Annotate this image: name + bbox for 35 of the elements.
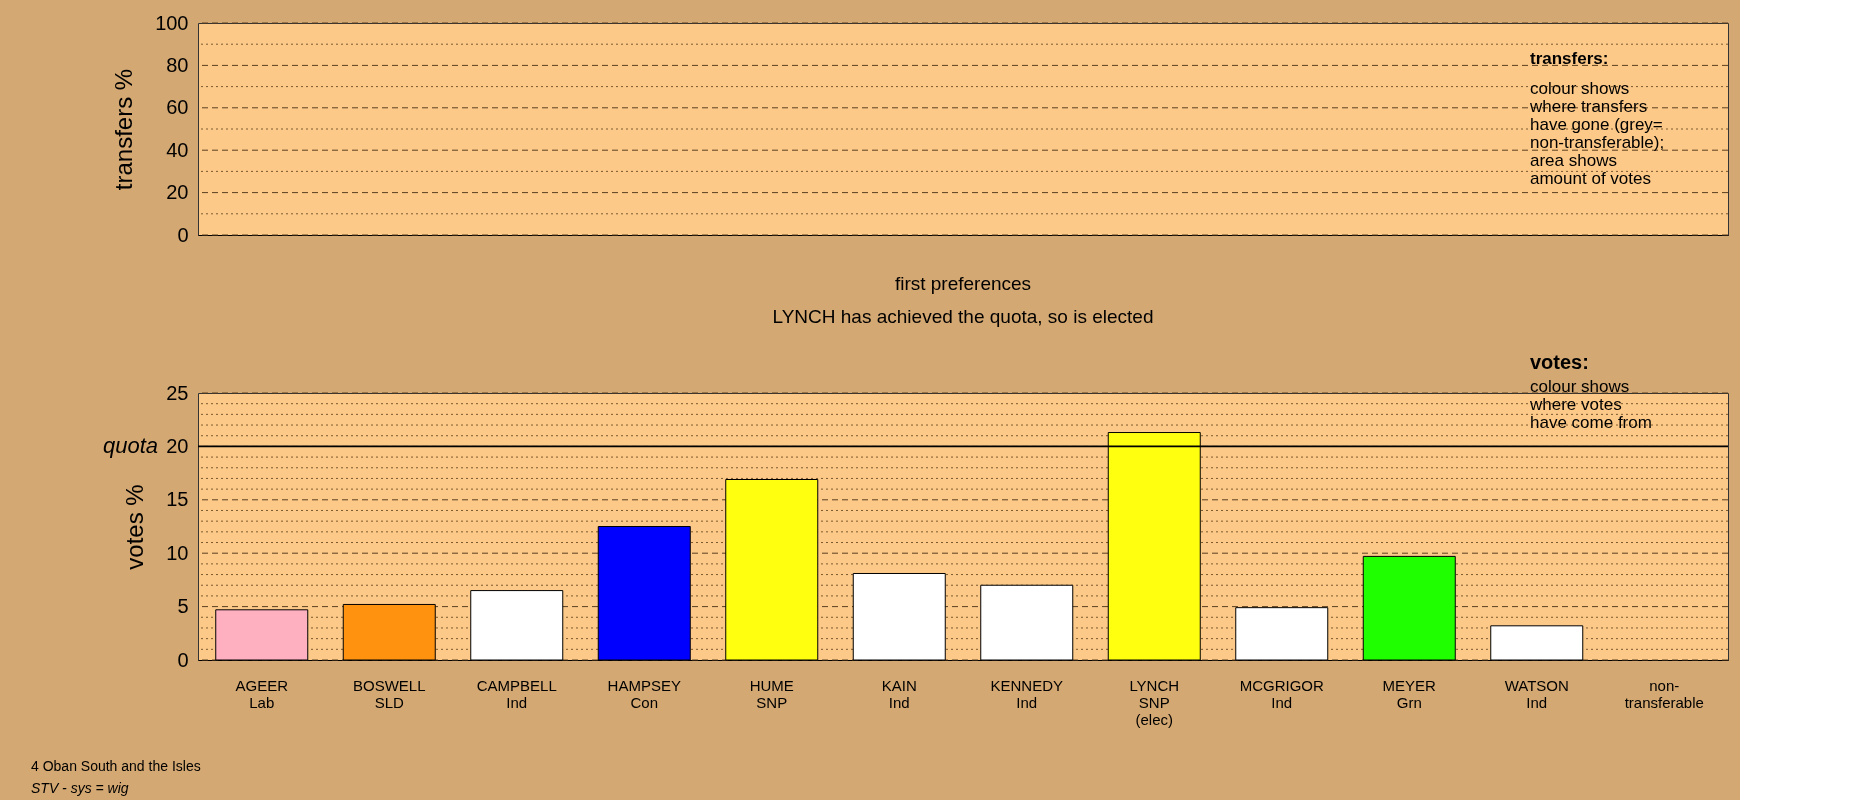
y-tick-label: 60	[166, 96, 189, 119]
x-tick-label: LYNCH SNP (elec)	[1129, 676, 1180, 728]
y-tick-label: 25	[166, 381, 189, 404]
chart-subtitle: LYNCH has achieved the quota, so is elected	[772, 306, 1154, 327]
annotation: colour shows where transfers have gone (grey= non-transferable); area shows amount of votes	[1529, 79, 1665, 188]
y-tick-label: 40	[166, 138, 189, 161]
x-tick-label: non- transferable	[1624, 676, 1704, 711]
ref-line-label: quota	[102, 433, 158, 459]
x-tick-label: BOSWELL SLD	[352, 676, 426, 711]
y-tick-label: 0	[177, 223, 189, 246]
x-tick-label: KENNEDY Ind	[990, 676, 1064, 711]
y-tick-label: 15	[166, 488, 189, 511]
annotation: transfers:	[1530, 49, 1609, 68]
y-tick-label: 10	[166, 541, 189, 564]
y-axis-title: transfers %	[110, 68, 138, 191]
x-tick-label: MEYER Grn	[1382, 676, 1437, 711]
text: STV - sys = wig	[31, 780, 129, 796]
x-tick-label: HAMPSEY Con	[607, 676, 681, 711]
y-tick-label: 100	[155, 11, 189, 34]
y-axis-title: votes %	[121, 484, 149, 570]
text: 4 Oban South and the Isles	[31, 758, 201, 774]
x-tick-label: WATSON Ind	[1504, 676, 1569, 711]
x-tick-label: KAIN Ind	[881, 676, 917, 711]
text: votes:	[1530, 351, 1589, 373]
y-tick-label: 5	[177, 595, 189, 618]
x-tick-label: MCGRIGOR Ind	[1239, 676, 1324, 711]
y-tick-label: 20	[166, 181, 189, 204]
x-tick-label: CAMPBELL Ind	[476, 676, 557, 711]
y-tick-label: 80	[166, 53, 189, 76]
x-tick-label: HUME SNP	[749, 676, 794, 711]
y-tick-label: 20	[166, 434, 189, 457]
annotation: colour shows where votes have come from	[1529, 377, 1652, 432]
y-tick-label: 0	[177, 648, 189, 671]
x-tick-label: AGEER Lab	[235, 676, 289, 711]
chart-title: first preferences	[894, 273, 1032, 294]
